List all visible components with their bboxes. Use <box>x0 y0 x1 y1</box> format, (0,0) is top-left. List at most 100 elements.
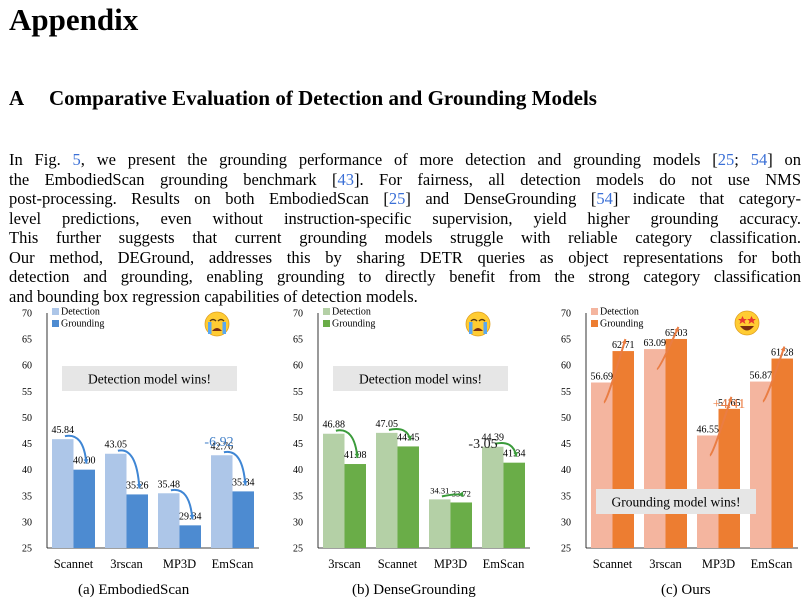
bar-grounding <box>126 494 148 548</box>
y-tick-label: 65 <box>22 335 32 346</box>
y-tick-label: 50 <box>293 413 303 424</box>
paragraph-line: post-processing. Results on both Embodie… <box>9 189 801 209</box>
data-label-detection: 45.84 <box>52 425 75 436</box>
data-label-detection: 44.39 <box>482 433 505 444</box>
legend-label: Detection <box>61 307 100 318</box>
y-tick-label: 70 <box>561 309 571 320</box>
y-tick-label: 55 <box>561 387 571 398</box>
data-label-grounding: 29.34 <box>179 511 202 522</box>
bar-grounding <box>450 502 472 548</box>
citation-link[interactable]: 5 <box>72 150 81 169</box>
x-tick-label: 3rscan <box>328 557 361 571</box>
section-heading: A Comparative Evaluation of Detection and… <box>9 86 597 111</box>
y-tick-label: 45 <box>22 439 32 450</box>
emoji-eye <box>217 318 225 322</box>
chart-densegrounding: 25 30 35 40 45 50 55 60 65 70 46.88 41.08 3rscan 47.0… <box>293 307 530 571</box>
caption-ours: (c) Ours <box>661 582 711 598</box>
bar-detection <box>376 432 398 548</box>
bar-grounding <box>344 464 366 548</box>
bar-detection <box>482 446 504 548</box>
legend-swatch <box>323 308 330 315</box>
y-tick-label: 40 <box>22 465 32 476</box>
chart-embodiedscan: 25 30 35 40 45 50 55 60 65 70 45.84 40.00 Scannet 43.… <box>22 307 259 571</box>
bar-grounding <box>73 469 95 548</box>
emoji-tear <box>483 322 487 334</box>
citation-link[interactable]: 54 <box>596 189 613 208</box>
citation-link[interactable]: 43 <box>337 169 354 189</box>
x-tick-label: EmScan <box>212 557 254 571</box>
emoji-tear <box>222 322 226 334</box>
trend-arrow-head <box>407 435 412 441</box>
x-tick-label: Scannet <box>593 557 633 571</box>
bar-grounding <box>771 358 793 548</box>
trend-arrow <box>170 488 194 520</box>
bar-grounding <box>232 491 254 548</box>
paragraph-line: and bounding box regression capabilities… <box>9 287 801 307</box>
paragraph-text: Our method, DEGround, addresses this by … <box>9 247 801 267</box>
x-tick-label: EmScan <box>483 557 525 571</box>
emoji-tear <box>208 322 212 334</box>
y-tick-label: 35 <box>293 491 303 502</box>
bar-detection <box>429 499 451 548</box>
data-label-detection: 56.87 <box>750 371 773 382</box>
trend-arrow-head <box>136 483 142 489</box>
y-tick-label: 25 <box>293 544 303 555</box>
y-tick-label: 50 <box>561 413 571 424</box>
caption-embodiedscan: (a) EmbodiedScan <box>78 582 190 598</box>
crying-face-icon <box>204 311 230 337</box>
legend-swatch <box>591 308 598 315</box>
y-tick-label: 35 <box>561 491 571 502</box>
bar-detection <box>211 455 233 548</box>
data-label-grounding: 35.26 <box>126 480 149 491</box>
legend-label: Grounding <box>61 319 104 330</box>
banner-box <box>333 366 508 391</box>
trend-arrow-head <box>189 514 195 520</box>
y-tick-label: 40 <box>561 465 571 476</box>
y-tick-label: 30 <box>561 517 571 528</box>
banner-text: Detection model wins! <box>359 372 482 387</box>
bar-grounding <box>179 525 201 548</box>
emoji-star-eye <box>747 316 756 324</box>
y-tick-label: 70 <box>22 309 32 320</box>
legend-swatch <box>591 320 598 327</box>
y-tick-label: 60 <box>22 361 32 372</box>
data-label-detection: 46.55 <box>697 424 720 435</box>
y-tick-label: 50 <box>22 413 32 424</box>
y-tick-label: 45 <box>293 439 303 450</box>
trend-arrow-head <box>780 346 786 352</box>
data-label-grounding: 40.00 <box>73 456 96 467</box>
caption-densegrounding: (b) DenseGrounding <box>352 582 476 598</box>
paragraph-text: ] on <box>767 150 802 169</box>
paragraph-text: ; <box>734 150 751 169</box>
legend-label: Grounding <box>600 319 643 330</box>
crying-face-icon <box>465 311 491 337</box>
paragraph-line: In Fig. 5, we present the grounding perf… <box>9 150 801 170</box>
data-label-grounding: 41.08 <box>344 450 367 461</box>
y-tick-label: 60 <box>561 361 571 372</box>
emoji-mouth <box>212 328 222 331</box>
bar-grounding <box>718 408 740 548</box>
paragraph-text: the EmbodiedScan grounding benchmark [ <box>9 169 338 189</box>
paragraph-line: the EmbodiedScan grounding benchmark [43… <box>9 170 801 190</box>
citation-link[interactable]: 54 <box>750 150 768 169</box>
trend-arrow <box>64 434 88 464</box>
trend-arrow <box>708 396 733 457</box>
trend-arrow-head <box>727 396 733 402</box>
legend-label: Grounding <box>332 319 375 330</box>
x-tick-label: Scannet <box>54 557 94 571</box>
paragraph-text: In Fig. <box>9 150 73 169</box>
data-label-detection: 56.69 <box>591 372 614 383</box>
data-label-grounding: 41.34 <box>503 449 526 460</box>
citation-link[interactable]: 25 <box>717 150 735 169</box>
emoji-mouth <box>740 326 754 331</box>
x-tick-label: MP3D <box>434 557 467 571</box>
data-label-detection: 42.76 <box>211 441 234 452</box>
legend-label: Detection <box>332 307 371 318</box>
data-label-grounding: 44.45 <box>397 432 420 443</box>
bar-grounding <box>665 338 687 548</box>
paragraph-text: and bounding box regression capabilities… <box>9 286 418 306</box>
citation-link[interactable]: 25 <box>388 189 406 208</box>
trend-arrow-head <box>621 339 627 344</box>
y-tick-label: 25 <box>22 544 32 555</box>
trend-arrow <box>117 449 141 489</box>
